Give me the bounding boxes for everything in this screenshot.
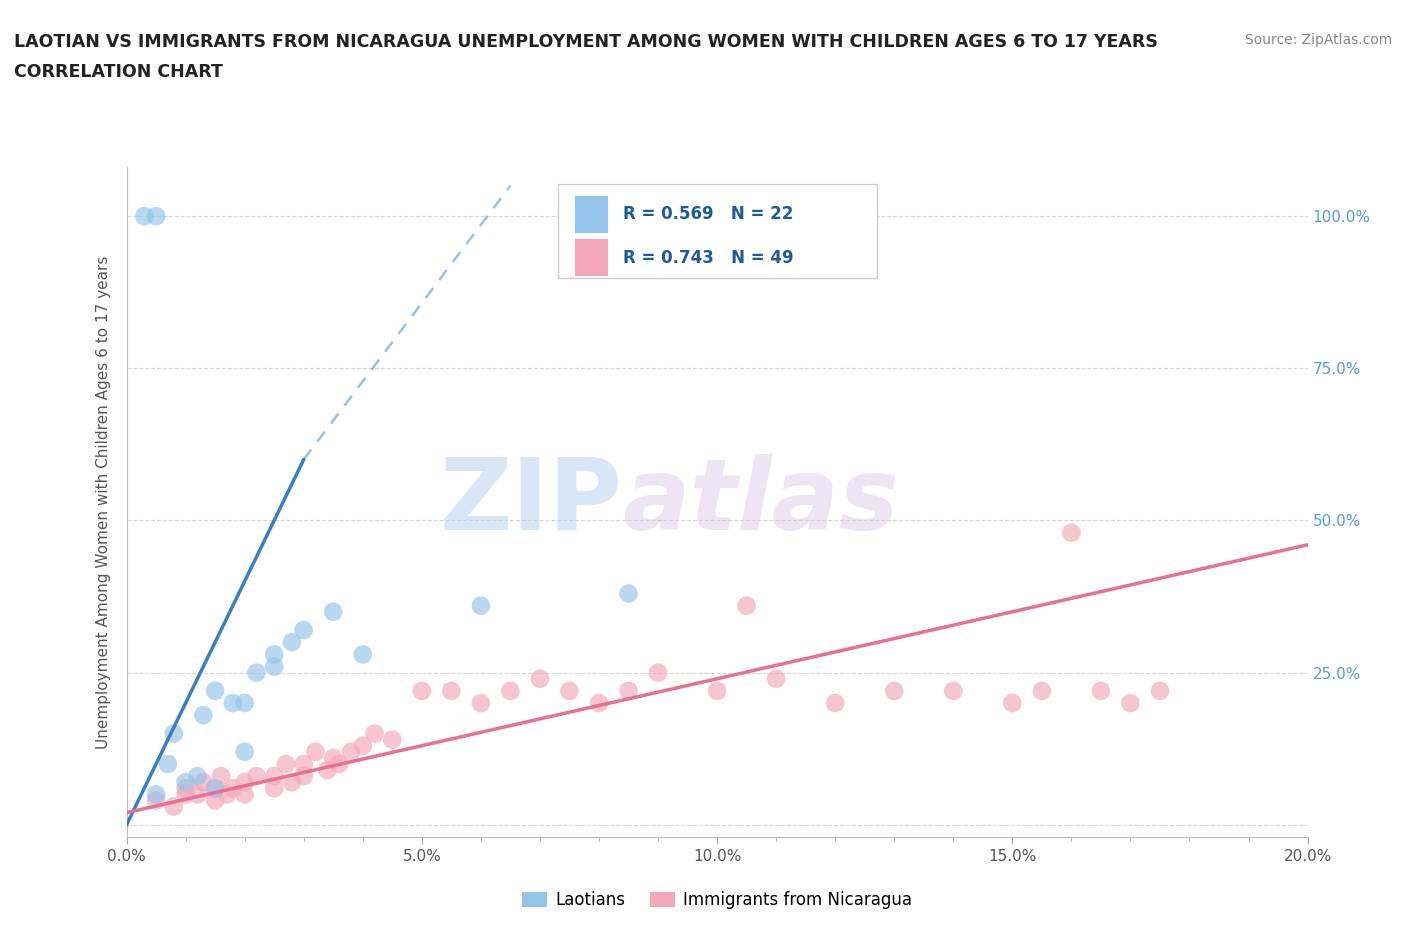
Point (245, 665, 267, 680)
Point (706, 684, 728, 698)
Point (647, 665, 669, 680)
Point (1119, 696, 1142, 711)
Point (765, 671, 787, 686)
Point (263, 769, 285, 784)
Point (322, 751, 344, 765)
Point (292, 622, 315, 637)
Point (281, 635, 304, 650)
Point (193, 775, 215, 790)
Point (1060, 525, 1083, 540)
Point (1090, 684, 1112, 698)
Point (411, 684, 433, 698)
Text: CORRELATION CHART: CORRELATION CHART (14, 63, 224, 81)
Point (883, 684, 905, 698)
Point (174, 787, 197, 802)
Point (174, 781, 197, 796)
Bar (575, 239, 609, 276)
Point (145, 208, 167, 223)
Point (824, 696, 846, 711)
Point (340, 744, 363, 759)
Point (209, 769, 232, 784)
Point (263, 659, 285, 674)
Text: R = 0.569   N = 22: R = 0.569 N = 22 (623, 206, 793, 223)
Text: LAOTIAN VS IMMIGRANTS FROM NICARAGUA UNEMPLOYMENT AMONG WOMEN WITH CHILDREN AGES: LAOTIAN VS IMMIGRANTS FROM NICARAGUA UNE… (14, 33, 1159, 50)
Point (352, 738, 374, 753)
Point (263, 647, 285, 662)
Point (233, 775, 256, 790)
Text: Source: ZipAtlas.com: Source: ZipAtlas.com (1244, 33, 1392, 46)
Point (1031, 684, 1053, 698)
Point (274, 756, 297, 771)
Point (186, 787, 208, 802)
Point (134, 208, 156, 223)
Point (281, 775, 304, 790)
Point (222, 696, 245, 711)
Point (193, 708, 215, 723)
Point (381, 732, 404, 747)
Point (245, 769, 267, 784)
FancyBboxPatch shape (558, 184, 876, 278)
Point (1149, 684, 1171, 698)
Point (470, 598, 492, 613)
Point (470, 696, 492, 711)
Point (163, 799, 186, 814)
Point (499, 684, 522, 698)
Point (163, 726, 186, 741)
Point (233, 744, 256, 759)
Point (204, 684, 226, 698)
Point (529, 671, 551, 686)
Point (222, 781, 245, 796)
Bar (575, 196, 609, 232)
Point (617, 684, 640, 698)
Point (204, 781, 226, 796)
Point (617, 586, 640, 601)
Point (156, 756, 179, 771)
Point (145, 793, 167, 808)
Point (363, 726, 385, 741)
Point (440, 684, 463, 698)
Point (292, 769, 315, 784)
Point (942, 684, 965, 698)
Point (263, 781, 285, 796)
Point (186, 769, 208, 784)
Point (558, 684, 581, 698)
Text: R = 0.743   N = 49: R = 0.743 N = 49 (623, 249, 793, 267)
Point (735, 598, 758, 613)
Point (328, 756, 350, 771)
Point (215, 787, 238, 802)
Y-axis label: Unemployment Among Women with Children Ages 6 to 17 years: Unemployment Among Women with Children A… (96, 256, 111, 749)
Point (204, 793, 226, 808)
Point (204, 781, 226, 796)
Point (174, 775, 197, 790)
Text: ZIP: ZIP (440, 454, 623, 551)
Point (316, 763, 339, 777)
Legend: Laotians, Immigrants from Nicaragua: Laotians, Immigrants from Nicaragua (515, 884, 920, 916)
Point (292, 756, 315, 771)
Point (145, 787, 167, 802)
Point (233, 696, 256, 711)
Point (322, 604, 344, 619)
Point (1001, 696, 1024, 711)
Text: atlas: atlas (623, 454, 898, 551)
Point (233, 787, 256, 802)
Point (304, 744, 326, 759)
Point (352, 647, 374, 662)
Point (588, 696, 610, 711)
